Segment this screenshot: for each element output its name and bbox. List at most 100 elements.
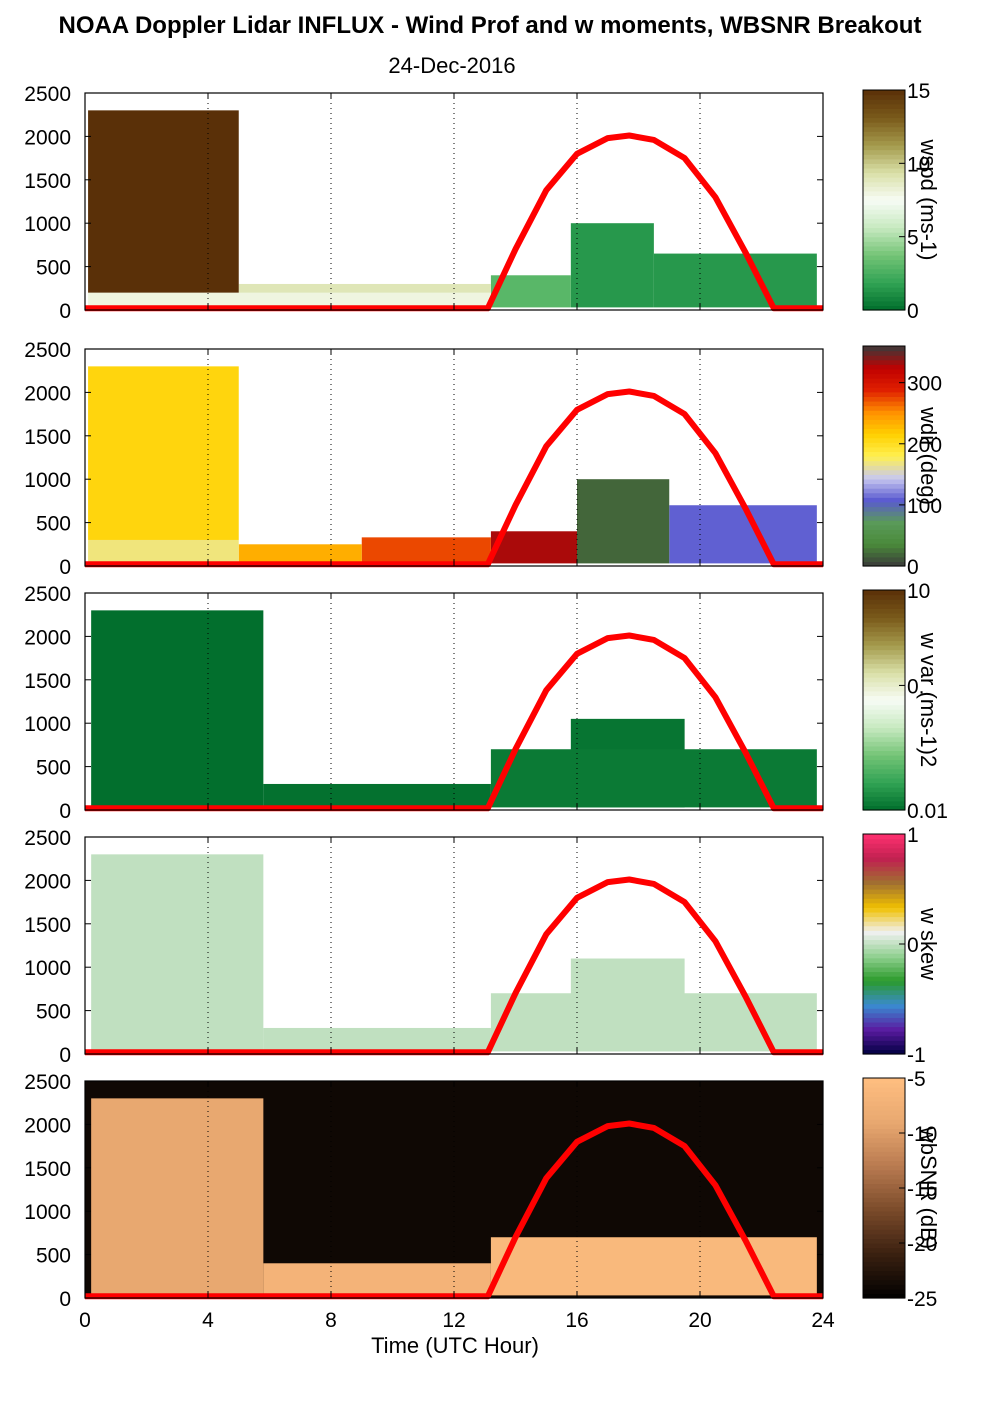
colorbar-band bbox=[863, 1201, 905, 1207]
data-region bbox=[88, 110, 239, 293]
y-tick-label: 0 bbox=[59, 800, 71, 823]
colorbar-band bbox=[863, 488, 905, 494]
y-tick-label: 1500 bbox=[24, 670, 71, 693]
colorbar-band bbox=[863, 131, 905, 137]
colorbar-band bbox=[863, 838, 905, 844]
colorbar-frame bbox=[862, 345, 906, 567]
y-tick-label: 0 bbox=[59, 1044, 71, 1067]
data-region bbox=[490, 531, 577, 564]
colorbar-band bbox=[863, 768, 905, 774]
colorbar-band bbox=[863, 1224, 905, 1230]
y-tick-label: 1000 bbox=[24, 469, 71, 492]
colorbar-band bbox=[863, 1192, 905, 1198]
colorbar-band bbox=[863, 273, 905, 279]
colorbar-band bbox=[863, 1275, 905, 1281]
data-region bbox=[669, 505, 817, 564]
colorbar-band bbox=[863, 391, 905, 398]
colorbar-band bbox=[863, 1243, 905, 1249]
colorbar-band bbox=[863, 898, 905, 904]
colorbar-band bbox=[863, 414, 905, 420]
colorbar-band bbox=[863, 773, 905, 779]
colorbar-band bbox=[863, 465, 905, 471]
colorbar-band bbox=[863, 255, 905, 261]
colorbar-band bbox=[863, 524, 905, 530]
colorbar-band bbox=[863, 902, 905, 908]
colorbar-band bbox=[863, 103, 905, 109]
colorbar-band bbox=[863, 378, 905, 384]
y-tick-label: 500 bbox=[36, 513, 71, 536]
colorbar-band bbox=[863, 437, 905, 443]
colorbar-band bbox=[863, 1210, 905, 1217]
overlay-curve bbox=[85, 632, 823, 812]
colorbar-label: wspd (ms-1) bbox=[916, 138, 941, 260]
colorbar-band bbox=[863, 1119, 905, 1125]
data-region bbox=[263, 1027, 491, 1052]
colorbar-band bbox=[863, 852, 905, 858]
colorbar-band bbox=[863, 980, 905, 986]
colorbar-tick-label: 15 bbox=[907, 80, 930, 103]
colorbar-band bbox=[863, 1087, 905, 1093]
colorbar-band bbox=[863, 181, 905, 187]
colorbar-band bbox=[863, 1044, 905, 1051]
colorbar-band bbox=[863, 1238, 905, 1244]
colorbar-band bbox=[863, 884, 905, 890]
colorbar-band bbox=[863, 135, 905, 142]
colorbar-band bbox=[863, 1012, 905, 1018]
colorbar-band bbox=[863, 1031, 905, 1037]
colorbar-band bbox=[863, 879, 905, 886]
colorbar-band bbox=[863, 1110, 905, 1116]
colorbar-band bbox=[863, 364, 905, 370]
colorbar-band bbox=[863, 515, 905, 521]
colorbar-band bbox=[863, 483, 905, 489]
colorbar-band bbox=[863, 167, 905, 174]
colorbar-band bbox=[863, 204, 905, 210]
colorbar-band bbox=[863, 1026, 905, 1032]
colorbar-band bbox=[863, 259, 905, 265]
data-region bbox=[490, 1237, 817, 1296]
colorbar-frame bbox=[862, 589, 906, 811]
colorbar-band bbox=[863, 599, 905, 605]
colorbar-band bbox=[863, 1114, 905, 1120]
colorbar-band bbox=[863, 287, 905, 293]
colorbar-band bbox=[863, 1123, 905, 1130]
data-region bbox=[91, 610, 264, 808]
colorbar-band bbox=[863, 590, 905, 596]
colorbar-band bbox=[863, 727, 905, 733]
colorbar-band bbox=[863, 1183, 905, 1189]
colorbar-band bbox=[863, 722, 905, 729]
colorbar-band bbox=[863, 939, 905, 945]
colorbar-band bbox=[863, 934, 905, 941]
colorbar-band bbox=[863, 268, 905, 274]
colorbar-band bbox=[863, 834, 905, 840]
colorbar-band bbox=[863, 1215, 905, 1221]
colorbar-band bbox=[863, 428, 905, 434]
y-tick-label: 500 bbox=[36, 1001, 71, 1024]
x-tick-label: 20 bbox=[688, 1309, 711, 1332]
colorbar-band bbox=[863, 456, 905, 462]
colorbar-band bbox=[863, 718, 905, 724]
colorbar-band bbox=[863, 893, 905, 899]
colorbar-band bbox=[863, 1021, 905, 1028]
colorbar-band bbox=[863, 805, 905, 811]
colorbar-tick-label: 0 bbox=[907, 300, 919, 323]
colorbar-band bbox=[863, 759, 905, 765]
colorbar-frame bbox=[862, 89, 906, 311]
colorbar-band bbox=[863, 282, 905, 288]
colorbar-band bbox=[863, 227, 905, 233]
colorbar-band bbox=[863, 1082, 905, 1088]
colorbar-label: wdir (deg) bbox=[916, 406, 941, 505]
colorbar-band bbox=[863, 172, 905, 178]
colorbar-band bbox=[863, 511, 905, 517]
colorbar-band bbox=[863, 755, 905, 761]
overlay-curve bbox=[85, 876, 823, 1056]
colorbar-band bbox=[863, 1261, 905, 1267]
colorbar-wspd: 0 5 10 15 wspd (ms-1) bbox=[862, 80, 941, 323]
y-tick-label: 1500 bbox=[24, 426, 71, 449]
colorbar-band bbox=[863, 1078, 905, 1084]
colorbar-band bbox=[863, 957, 905, 963]
colorbar-label: w var (ms-1)2 bbox=[916, 632, 941, 767]
colorbar-band bbox=[863, 690, 905, 697]
colorbar-band bbox=[863, 1151, 905, 1157]
colorbar-band bbox=[863, 1003, 905, 1009]
